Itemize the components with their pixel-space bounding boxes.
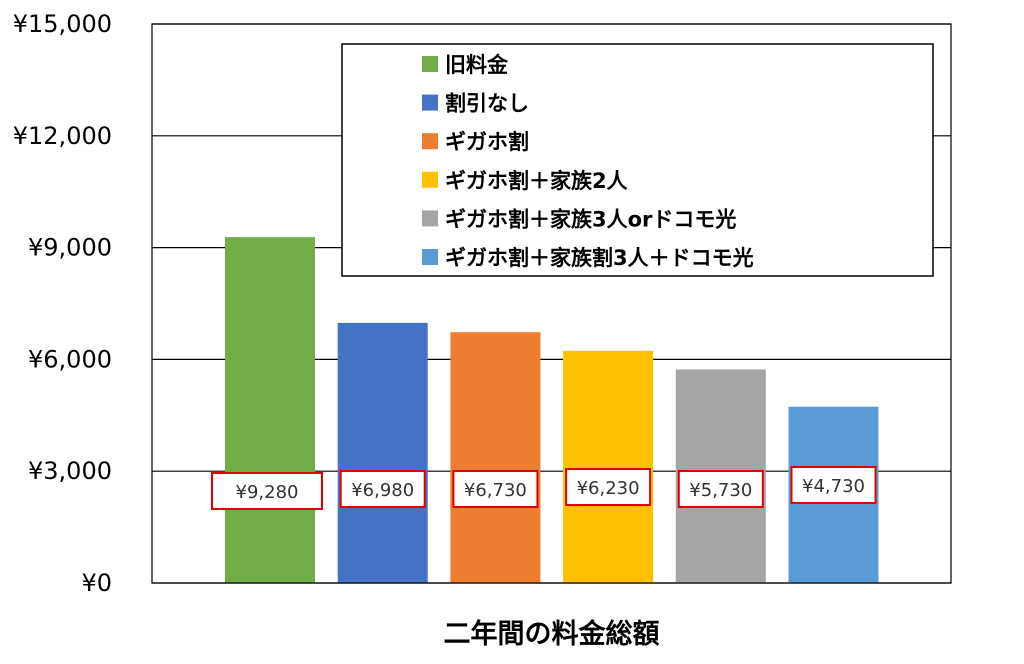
legend-box	[341, 43, 934, 277]
y-tick-label: ¥15,000	[13, 10, 112, 38]
bar	[337, 322, 428, 583]
y-tick-label: ¥12,000	[13, 122, 112, 150]
legend-swatch	[422, 171, 438, 188]
legend-swatch	[422, 94, 438, 111]
data-label: ¥6,230	[577, 478, 640, 499]
bar	[225, 237, 315, 583]
data-labels: ¥9,280 ¥6,980 ¥6,730 ¥6,230 ¥5,730 ¥4,730	[211, 466, 877, 510]
data-label-box	[677, 470, 764, 508]
legend-swatch	[422, 56, 438, 72]
data-label-box	[211, 472, 323, 510]
legend-swatch	[422, 133, 438, 150]
legend-label: ギガホ割＋家族2人	[445, 169, 628, 193]
legend-label: ギガホ割＋家族割3人＋ドコモ光	[445, 246, 754, 270]
data-label: ¥6,730	[464, 480, 527, 501]
data-label: ¥5,730	[689, 480, 752, 501]
bar	[450, 332, 541, 583]
plot-area	[151, 23, 952, 584]
data-label: ¥6,980	[351, 480, 414, 501]
legend-label: 割引なし	[445, 92, 529, 116]
y-axis-ticks: ¥0 ¥3,000 ¥6,000 ¥9,000 ¥12,000 ¥15,000	[13, 10, 112, 597]
data-label-box	[790, 466, 877, 504]
data-label-box	[452, 470, 539, 508]
data-label: ¥4,730	[802, 476, 865, 497]
y-tick-label: ¥3,000	[28, 457, 112, 485]
legend-label: 旧料金	[445, 53, 509, 77]
y-tick-label: ¥0	[81, 569, 112, 597]
bars	[225, 237, 879, 583]
bar	[563, 350, 654, 583]
x-axis-label: 二年間の料金総額	[444, 618, 660, 650]
y-tick-label: ¥6,000	[28, 345, 112, 373]
data-label-box	[565, 468, 652, 506]
legend: 旧料金割引なしギガホ割ギガホ割＋家族2人ギガホ割＋家族3人orドコモ光ギガホ割＋…	[341, 43, 934, 277]
legend-swatch	[422, 249, 438, 265]
legend-label: ギガホ割＋家族3人orドコモ光	[445, 207, 736, 231]
legend-swatch	[422, 210, 438, 227]
data-label: ¥9,280	[236, 482, 299, 503]
data-label-box	[339, 470, 426, 508]
y-tick-label: ¥9,000	[28, 234, 112, 262]
legend-label: ギガホ割	[445, 130, 529, 154]
